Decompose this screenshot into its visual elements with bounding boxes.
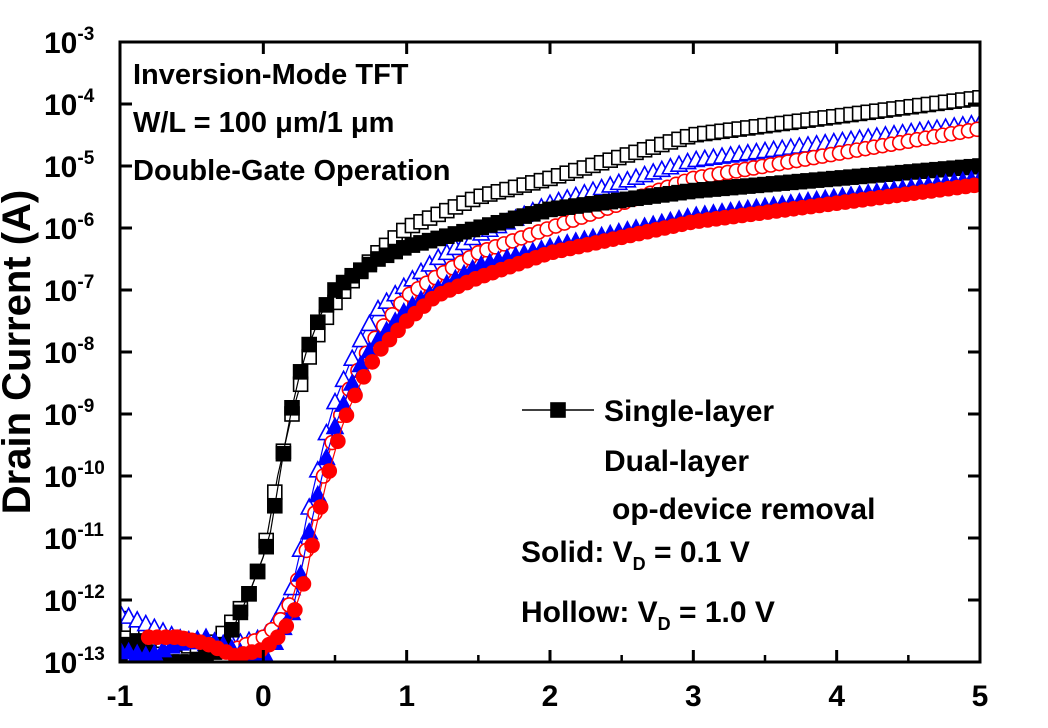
data-point: [266, 497, 283, 514]
y-tick-label: 10-8: [44, 334, 94, 370]
x-tick-label: 1: [398, 680, 415, 713]
y-tick-label: 10-3: [44, 24, 94, 60]
data-point: [309, 314, 326, 331]
data-point: [351, 329, 371, 348]
annotation-block: Inversion-Mode TFT W/L = 100 μm/1 μm Dou…: [133, 59, 450, 187]
y-tick-label: 10-7: [44, 272, 94, 308]
y-tick-label: 10-13: [44, 644, 105, 680]
legend: Single-layer Dual-layer op-device removal: [522, 395, 875, 526]
legend-label: op-device removal: [612, 493, 875, 526]
series-layer: [120, 90, 980, 662]
x-tick-label: 0: [255, 680, 272, 713]
data-point: [224, 621, 240, 638]
data-point: [258, 538, 275, 555]
data-point: [966, 177, 980, 194]
legend-entry: op-device removal: [612, 493, 875, 526]
data-point: [269, 629, 286, 646]
data-point: [278, 618, 295, 634]
data-point: [275, 445, 292, 462]
data-point: [338, 407, 355, 424]
data-point: [284, 399, 300, 416]
legend-label: Single-layer: [604, 395, 774, 428]
data-point: [301, 336, 318, 353]
bias-note: Hollow: VD = 1.0 V: [521, 596, 775, 634]
series-circle-solid: [140, 177, 980, 662]
data-point: [330, 433, 346, 450]
data-point: [249, 563, 266, 580]
data-point: [295, 576, 312, 592]
bias-notes: Solid: VD = 0.1 V Hollow: VD = 1.0 V: [521, 536, 775, 634]
data-point: [364, 354, 381, 370]
y-axis-label: Drain Current (A): [0, 190, 39, 514]
y-tick-label: 10-9: [44, 396, 94, 432]
data-point: [355, 368, 372, 385]
data-point: [181, 654, 197, 662]
y-tick-label: 10-10: [44, 458, 105, 494]
y-tick-label: 10-6: [44, 210, 94, 246]
x-tick-label: 3: [685, 680, 702, 713]
annotation-wl: W/L = 100 μm/1 μm: [133, 107, 394, 139]
data-point: [287, 602, 303, 618]
x-tick-label: 4: [828, 680, 845, 713]
ticks-layer: -1 0 1 2 3 4 5 10-3 10-4 10-5 10-6 10-7 10-8 10-9 10-1…: [44, 24, 988, 713]
legend-label: Dual-layer: [604, 445, 749, 478]
x-tick-label: 5: [972, 680, 989, 713]
data-point: [312, 499, 329, 515]
bias-note: Solid: VD = 0.1 V: [521, 536, 750, 574]
data-point: [969, 121, 980, 138]
x-tick-label: -1: [107, 680, 134, 713]
data-point: [241, 585, 257, 602]
legend-entry: Dual-layer: [604, 445, 749, 478]
data-point: [325, 416, 345, 435]
legend-marker: [550, 402, 566, 418]
annotation-operation: Double-Gate Operation: [133, 155, 450, 187]
data-point: [360, 313, 379, 332]
data-point: [292, 364, 309, 380]
data-point: [232, 604, 249, 621]
y-tick-label: 10-11: [44, 520, 104, 556]
y-tick-label: 10-5: [44, 148, 95, 184]
data-point: [163, 654, 180, 662]
data-point: [266, 484, 283, 500]
data-point: [304, 537, 320, 554]
y-tick-label: 10-4: [44, 86, 95, 122]
data-point: [347, 387, 363, 404]
annotation-mode: Inversion-Mode TFT: [133, 59, 409, 91]
data-point: [972, 90, 980, 106]
y-tick-label: 10-12: [44, 582, 105, 618]
data-point: [318, 297, 335, 313]
data-point: [321, 463, 338, 479]
x-tick-label: 2: [542, 680, 559, 713]
data-point: [342, 348, 362, 367]
data-point: [172, 654, 188, 662]
legend-entry: Single-layer: [522, 395, 774, 428]
